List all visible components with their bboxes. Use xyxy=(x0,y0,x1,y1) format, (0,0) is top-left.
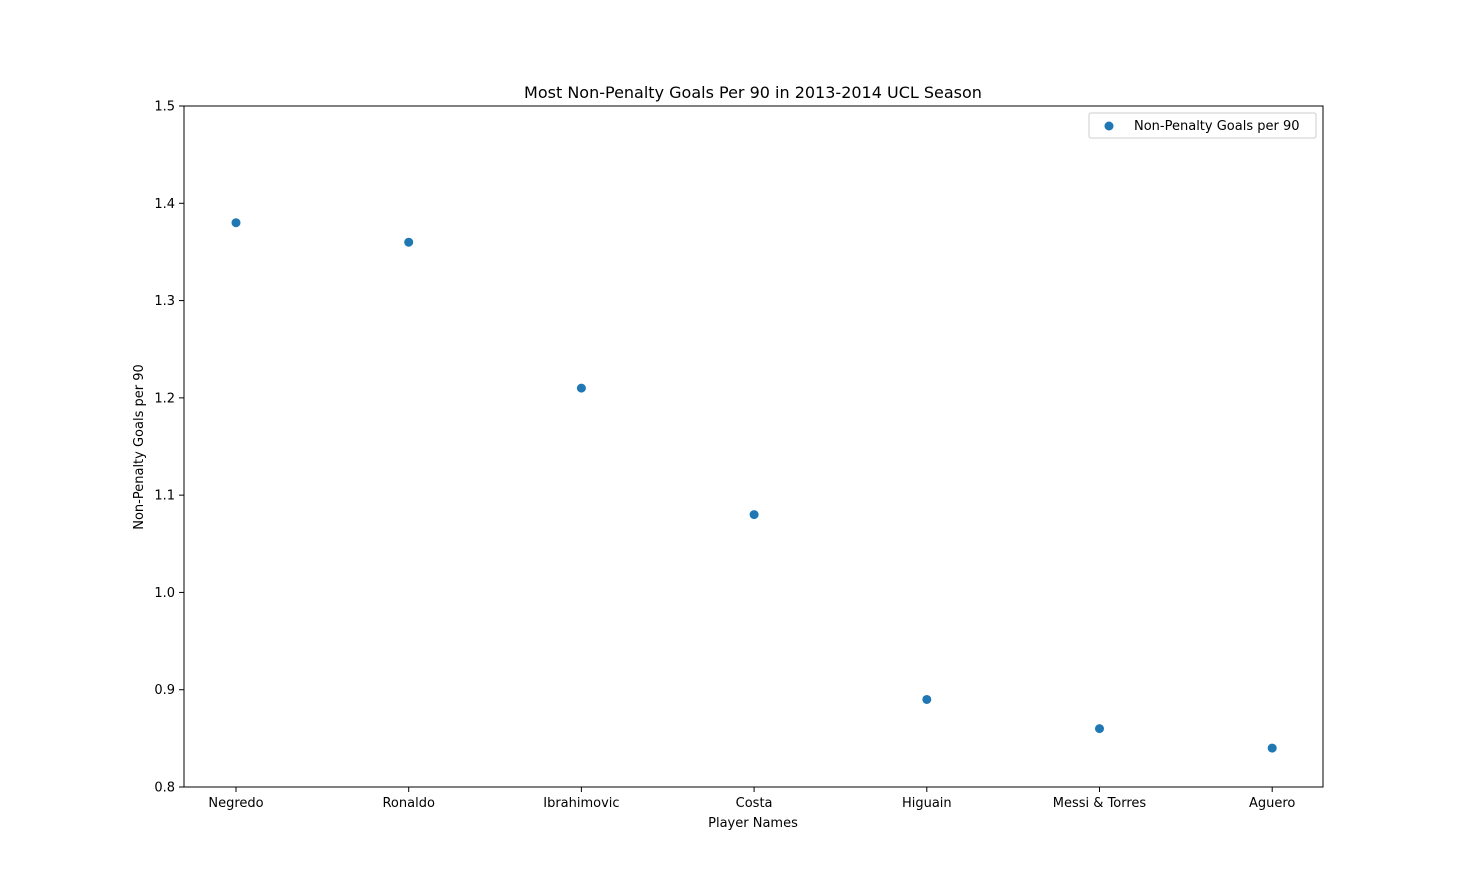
plot-frame xyxy=(183,105,1324,788)
x-tick-label: Negredo xyxy=(208,796,263,811)
x-axis: Negredo Ronaldo Ibrahimovic Costa Higuain Mes… xyxy=(208,787,1295,811)
data-point xyxy=(404,237,414,247)
legend-box xyxy=(1088,112,1317,139)
data-point xyxy=(576,383,586,393)
x-tick-label: Ibrahimovic xyxy=(543,796,619,811)
x-tick-label: Higuain xyxy=(902,796,952,811)
plot-area xyxy=(231,218,1277,753)
data-point xyxy=(922,694,932,704)
data-point xyxy=(1095,724,1104,734)
y-tick-label: 1.4 xyxy=(154,197,175,212)
x-tick-label: Messi & Torres xyxy=(1053,796,1147,811)
data-point xyxy=(1267,743,1277,753)
chart-title: Most Non-Penalty Goals Per 90 in 2013-20… xyxy=(524,83,982,102)
legend: Non-Penalty Goals per 90 xyxy=(1088,112,1317,139)
x-axis-label: Player Names xyxy=(708,816,798,831)
data-point xyxy=(749,510,759,520)
y-tick-label: 1.2 xyxy=(154,391,175,406)
data-point xyxy=(231,218,241,228)
x-tick-label: Costa xyxy=(736,796,773,811)
y-tick-label: 1.3 xyxy=(154,294,175,309)
y-axis: 0.8 0.9 1.0 1.1 1.2 1.3 1.4 1.5 xyxy=(154,100,184,796)
y-tick-label: 1.1 xyxy=(154,489,175,504)
y-tick-label: 0.9 xyxy=(154,683,175,698)
legend-marker xyxy=(1104,121,1114,131)
y-tick-label: 0.8 xyxy=(154,781,175,796)
y-axis-label: Non-Penalty Goals per 90 xyxy=(132,364,147,530)
legend-label: Non-Penalty Goals per 90 xyxy=(1134,119,1300,134)
y-tick-label: 1.0 xyxy=(154,586,175,601)
y-tick-label: 1.5 xyxy=(154,100,175,115)
x-tick-label: Aguero xyxy=(1249,796,1295,811)
x-tick-label: Ronaldo xyxy=(382,796,434,811)
